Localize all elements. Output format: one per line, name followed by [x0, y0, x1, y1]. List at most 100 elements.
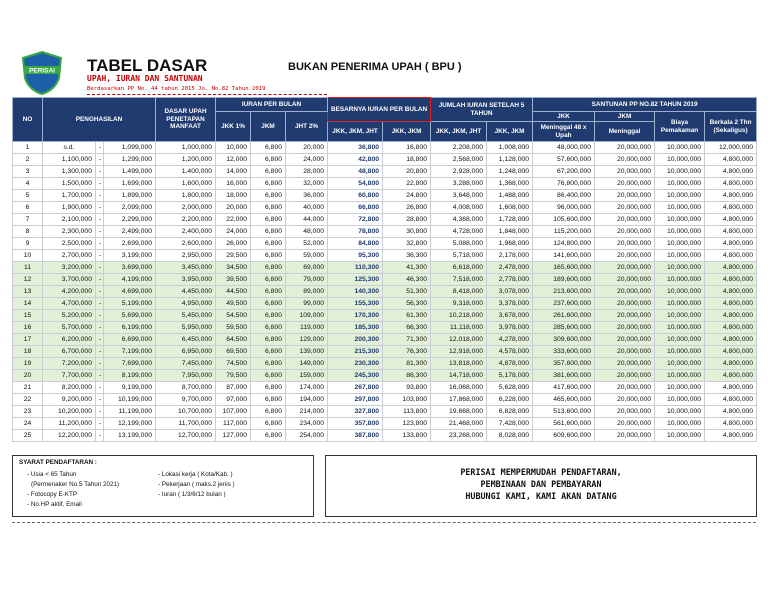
income-from: 12,200,000 — [42, 429, 96, 442]
logo: PERISAI — [21, 50, 63, 96]
income-to: 4,699,000 — [102, 285, 157, 298]
table-row: 15 5,200,000-5,699,000 5,450,000 54,500 6,80… — [12, 309, 758, 322]
total-fee: 155,300 — [327, 297, 384, 310]
five-year-jkk-jkm: 1,608,000 — [486, 201, 534, 214]
funeral-benefit: 10,000,000 — [654, 357, 706, 370]
periodic-benefit: 4,800,000 — [704, 297, 758, 310]
total-fee: 78,800 — [327, 225, 384, 238]
income-from: 3,700,000 — [42, 273, 96, 286]
table-row: 18 6,700,000-7,199,000 6,950,000 69,500 6,80… — [12, 345, 758, 358]
requirement-item: (Permenaker No.5 Tahun 2021) — [31, 481, 120, 488]
income-dash: - — [95, 261, 104, 274]
jht-fee: 139,000 — [285, 345, 329, 358]
requirement-item: - Fotocopy E-KTP — [27, 491, 78, 498]
jkk-jkm-fee: 46,300 — [382, 273, 432, 286]
jkm-benefit: 20,000,000 — [594, 141, 656, 154]
table-row: 7 2,100,000-2,299,000 2,200,000 22,000 6,800… — [12, 213, 758, 226]
five-year-jkk-jkm: 1,848,000 — [486, 225, 534, 238]
base-wage: 4,450,000 — [155, 285, 217, 298]
income-from: 7,200,000 — [42, 357, 96, 370]
jkk-fee: 26,000 — [215, 237, 252, 250]
jkk-fee: 54,500 — [215, 309, 252, 322]
five-year-total: 2,568,000 — [430, 153, 488, 166]
jht-fee: 234,000 — [285, 417, 329, 430]
jkk-jkm-fee: 76,300 — [382, 345, 432, 358]
jkm-benefit: 20,000,000 — [594, 393, 656, 406]
jkk-benefit: 86,400,000 — [532, 189, 596, 202]
five-year-total: 8,418,000 — [430, 285, 488, 298]
income-to: 1,699,000 — [102, 177, 157, 190]
funeral-benefit: 10,000,000 — [654, 381, 706, 394]
requirement-item: - Pekerjaan ( maks.2 jenis ) — [158, 481, 235, 488]
income-from: s.d. — [42, 141, 96, 154]
base-wage: 2,200,000 — [155, 213, 217, 226]
five-year-total: 14,718,000 — [430, 369, 488, 382]
row-number: 9 — [12, 237, 43, 250]
income-to: 1,299,000 — [102, 153, 157, 166]
jkk-benefit: 141,600,000 — [532, 249, 596, 262]
five-year-total: 12,918,000 — [430, 345, 488, 358]
five-year-jkk-jkm: 5,628,000 — [486, 381, 534, 394]
total-fee: 66,800 — [327, 201, 384, 214]
income-dash: - — [95, 333, 104, 346]
jkm-fee: 6,800 — [250, 417, 287, 430]
income-to: 3,699,000 — [102, 261, 157, 274]
income-to: 2,099,000 — [102, 201, 157, 214]
header-cell: IURAN PER BULAN — [215, 97, 329, 112]
five-year-jkk-jkm: 4,878,000 — [486, 357, 534, 370]
jkk-jkm-fee: 123,800 — [382, 417, 432, 430]
five-year-total: 19,668,000 — [430, 405, 488, 418]
total-fee: 95,300 — [327, 249, 384, 262]
jkk-benefit: 609,600,000 — [532, 429, 596, 442]
funeral-benefit: 10,000,000 — [654, 261, 706, 274]
five-year-jkk-jkm: 1,728,000 — [486, 213, 534, 226]
base-wage: 4,950,000 — [155, 297, 217, 310]
income-to: 5,199,000 — [102, 297, 157, 310]
requirement-item: - Usia < 65 Tahun — [27, 471, 77, 478]
jkk-jkm-fee: 22,800 — [382, 177, 432, 190]
header-cell: PENGHASILAN — [41, 97, 157, 142]
requirements: SYARAT PENDAFTARAN : - Usia < 65 Tahun (P… — [12, 455, 314, 517]
jkk-fee: 34,500 — [215, 261, 252, 274]
five-year-total: 5,088,000 — [430, 237, 488, 250]
income-from: 5,200,000 — [42, 309, 96, 322]
jkm-benefit: 20,000,000 — [594, 369, 656, 382]
five-year-jkk-jkm: 3,978,000 — [486, 321, 534, 334]
jkk-fee: 49,500 — [215, 297, 252, 310]
table-row: 21 8,200,000-9,199,000 8,700,000 87,000 6,80… — [12, 381, 758, 394]
funeral-benefit: 10,000,000 — [654, 249, 706, 262]
five-year-total: 3,288,000 — [430, 177, 488, 190]
header-cell: Meninggal 48 x Upah — [532, 121, 596, 142]
requirements-left: - Usia < 65 Tahun (Permenaker No.5 Tahun … — [27, 470, 119, 510]
five-year-jkk-jkm: 2,478,000 — [486, 261, 534, 274]
base-wage: 1,800,000 — [155, 189, 217, 202]
jkk-jkm-fee: 66,300 — [382, 321, 432, 334]
five-year-total: 16,068,000 — [430, 381, 488, 394]
five-year-jkk-jkm: 1,128,000 — [486, 153, 534, 166]
table-row: 10 2,700,000-3,199,000 2,950,000 29,500 6,80… — [12, 249, 758, 262]
table-row: 1 s.d. -1,099,000 1,000,000 10,000 6,800 20,00… — [12, 141, 758, 154]
total-fee: 200,300 — [327, 333, 384, 346]
five-year-total: 17,868,000 — [430, 393, 488, 406]
table-row: 9 2,500,000-2,699,000 2,600,000 26,000 6,800… — [12, 237, 758, 250]
income-dash: - — [95, 405, 104, 418]
funeral-benefit: 10,000,000 — [654, 177, 706, 190]
income-from: 2,300,000 — [42, 225, 96, 238]
jkm-fee: 6,800 — [250, 369, 287, 382]
jkk-jkm-fee: 81,300 — [382, 357, 432, 370]
jkk-benefit: 309,600,000 — [532, 333, 596, 346]
income-from: 6,200,000 — [42, 333, 96, 346]
table-row: 12 3,700,000-4,199,000 3,950,000 39,500 6,80… — [12, 273, 758, 286]
base-wage: 3,450,000 — [155, 261, 217, 274]
five-year-jkk-jkm: 1,368,000 — [486, 177, 534, 190]
income-to: 9,199,000 — [102, 381, 157, 394]
table-row: 24 11,200,000-12,199,000 11,700,000 117,000… — [12, 417, 758, 430]
income-dash: - — [95, 297, 104, 310]
jht-fee: 194,000 — [285, 393, 329, 406]
jkk-jkm-fee: 56,300 — [382, 297, 432, 310]
jkm-fee: 6,800 — [250, 393, 287, 406]
row-number: 14 — [12, 297, 43, 310]
table-row: 8 2,300,000-2,499,000 2,400,000 24,000 6,800… — [12, 225, 758, 238]
jht-fee: 69,000 — [285, 261, 329, 274]
periodic-benefit: 4,800,000 — [704, 201, 758, 214]
